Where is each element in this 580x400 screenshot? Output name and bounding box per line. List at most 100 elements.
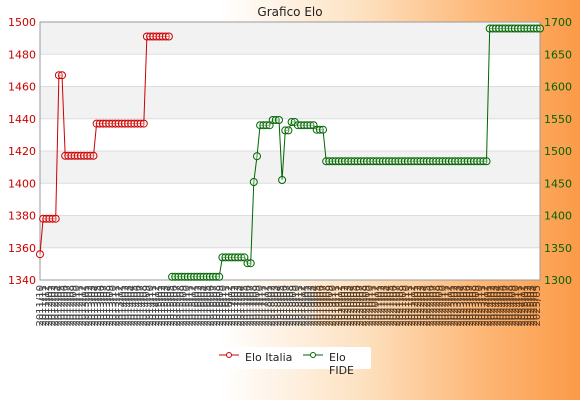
legend-label-elo-fide: Elo FIDE: [329, 351, 354, 377]
x-tick-label: 2013/09: [105, 285, 116, 327]
x-tick-label: 2019/12: [334, 285, 345, 327]
x-tick-label: 2022/09: [434, 285, 445, 327]
x-tick-label: 2022/08: [431, 285, 442, 327]
x-tick-label: 2018/12: [297, 285, 308, 327]
x-tick-label: 2019/08: [322, 285, 333, 327]
data-point: [284, 126, 293, 135]
x-tick-label: 2023/07: [465, 285, 476, 327]
x-tick-label: 2020/11: [367, 285, 378, 327]
x-tick-label: 2024/01: [483, 285, 494, 327]
x-tick-label: 2015/08: [175, 285, 186, 327]
data-point: [536, 24, 544, 33]
x-tick-label: 2013/08: [102, 285, 113, 327]
x-tick-label: 2021/05: [386, 285, 397, 327]
x-tick-label: 2019/09: [325, 285, 336, 327]
x-tick-label: 2012/09: [69, 285, 80, 327]
x-tick-label: 2016/09: [215, 285, 226, 327]
x-tick-label: 2023/08: [468, 285, 479, 327]
x-tick-label: 2015/01: [154, 285, 165, 327]
x-tick-label: 2014/05: [130, 285, 141, 327]
x-tick-label: 2023/05: [459, 285, 470, 327]
data-point: [139, 119, 148, 128]
data-point: [51, 214, 60, 223]
left-tick-label: 1340: [8, 274, 36, 287]
x-tick-label: 2014/09: [142, 285, 153, 327]
x-tick-label: 2013/10: [108, 285, 119, 327]
x-tick-label: 2015/06: [169, 285, 180, 327]
x-tick-label: 2020/06: [352, 285, 363, 327]
x-tick-label: 2019/03: [306, 285, 317, 327]
x-tick-label: 2018/11: [294, 285, 305, 327]
x-tick-label: 2024/08: [505, 285, 516, 327]
x-tick-label: 2017/05: [239, 285, 250, 327]
plot-frame: [39, 21, 541, 281]
x-tick-label: 2020/07: [355, 285, 366, 327]
x-tick-label: 2021/03: [380, 285, 391, 327]
x-tick-label: 2022/02: [413, 285, 424, 327]
legend: Elo Italia Elo FIDE: [211, 347, 371, 377]
x-tick-label: 2015/05: [166, 285, 177, 327]
x-tick-label: 2015/10: [181, 285, 192, 327]
x-tick-label: 2021/06: [389, 285, 400, 327]
x-tick-label: 2019/02: [303, 285, 314, 327]
x-tick-label: 2014/02: [120, 285, 131, 327]
x-tick-label: 2018/01: [264, 285, 275, 327]
x-tick-label: 2014/11: [148, 285, 159, 327]
x-tick-label: 2021/09: [398, 285, 409, 327]
x-tick-label: 2016/08: [212, 285, 223, 327]
x-tick-label: 2015/12: [187, 285, 198, 327]
legend-swatch-elo-fide: [303, 350, 323, 360]
x-tick-label: 2024/10: [511, 285, 522, 327]
plot-band: [40, 151, 540, 184]
data-point: [275, 116, 283, 124]
x-tick-label: 2021/12: [407, 285, 418, 327]
x-tick-label: 2023/06: [462, 285, 473, 327]
right-tick-label: 1600: [544, 81, 572, 94]
x-tick-label: 2016/06: [206, 285, 217, 327]
x-tick-label: 2023/10: [474, 285, 485, 327]
data-point: [482, 157, 491, 166]
x-tick-label: 2016/10: [218, 285, 229, 327]
x-tick-label: 2016/05: [203, 285, 214, 327]
x-tick-label: 2011/10: [35, 285, 46, 327]
x-tick-label: 2021/07: [392, 285, 403, 327]
x-tick-label: 2018/10: [291, 285, 302, 327]
x-tick-label: 2015/02: [157, 285, 168, 327]
x-tick-label: 2021/02: [376, 285, 387, 327]
x-tick-label: 2013/01: [81, 285, 92, 327]
x-tick-label: 2019/04: [309, 285, 320, 327]
x-tick-label: 2013/07: [99, 285, 110, 327]
x-tick-label: 2022/03: [416, 285, 427, 327]
x-tick-label: 2012/05: [56, 285, 67, 327]
right-tick-label: 1700: [544, 16, 572, 29]
x-tick-label: 2017/09: [251, 285, 262, 327]
x-tick-label: 2018/03: [270, 285, 281, 327]
x-tick-label: 2015/04: [163, 285, 174, 327]
x-tick-label: 2022/10: [437, 285, 448, 327]
x-tick-label: 2024/05: [495, 285, 506, 327]
x-tick-label: 2022/07: [428, 285, 439, 327]
data-point: [278, 176, 287, 184]
x-tick-label: 2012/04: [53, 285, 64, 327]
right-tick-label: 1550: [544, 113, 572, 126]
data-point: [164, 32, 173, 41]
x-tick-label: 2021/10: [401, 285, 412, 327]
x-tick-label: 2015/09: [178, 285, 189, 327]
x-tick-label: 2018/07: [282, 285, 293, 327]
x-tick-label: 2014/04: [126, 285, 137, 327]
legend-label-elo-italia: Elo Italia: [245, 351, 293, 364]
x-tick-label: 2016/12: [224, 285, 235, 327]
plot-band: [40, 86, 540, 119]
x-tick-label: 2020/05: [349, 285, 360, 327]
x-tick-label: 2020/03: [343, 285, 354, 327]
x-tick-label: 2023/09: [471, 285, 482, 327]
left-tick-label: 1380: [8, 210, 36, 223]
x-tick-label: 2021/11: [404, 285, 415, 327]
x-tick-label: 2018/09: [288, 285, 299, 327]
x-tick-label: 2012/02: [47, 285, 58, 327]
left-tick-label: 1420: [8, 145, 36, 158]
series-line-0: [39, 36, 169, 255]
data-point: [253, 152, 261, 161]
x-tick-label: 2013/11: [111, 285, 122, 327]
x-tick-label: 2012/12: [78, 285, 89, 327]
